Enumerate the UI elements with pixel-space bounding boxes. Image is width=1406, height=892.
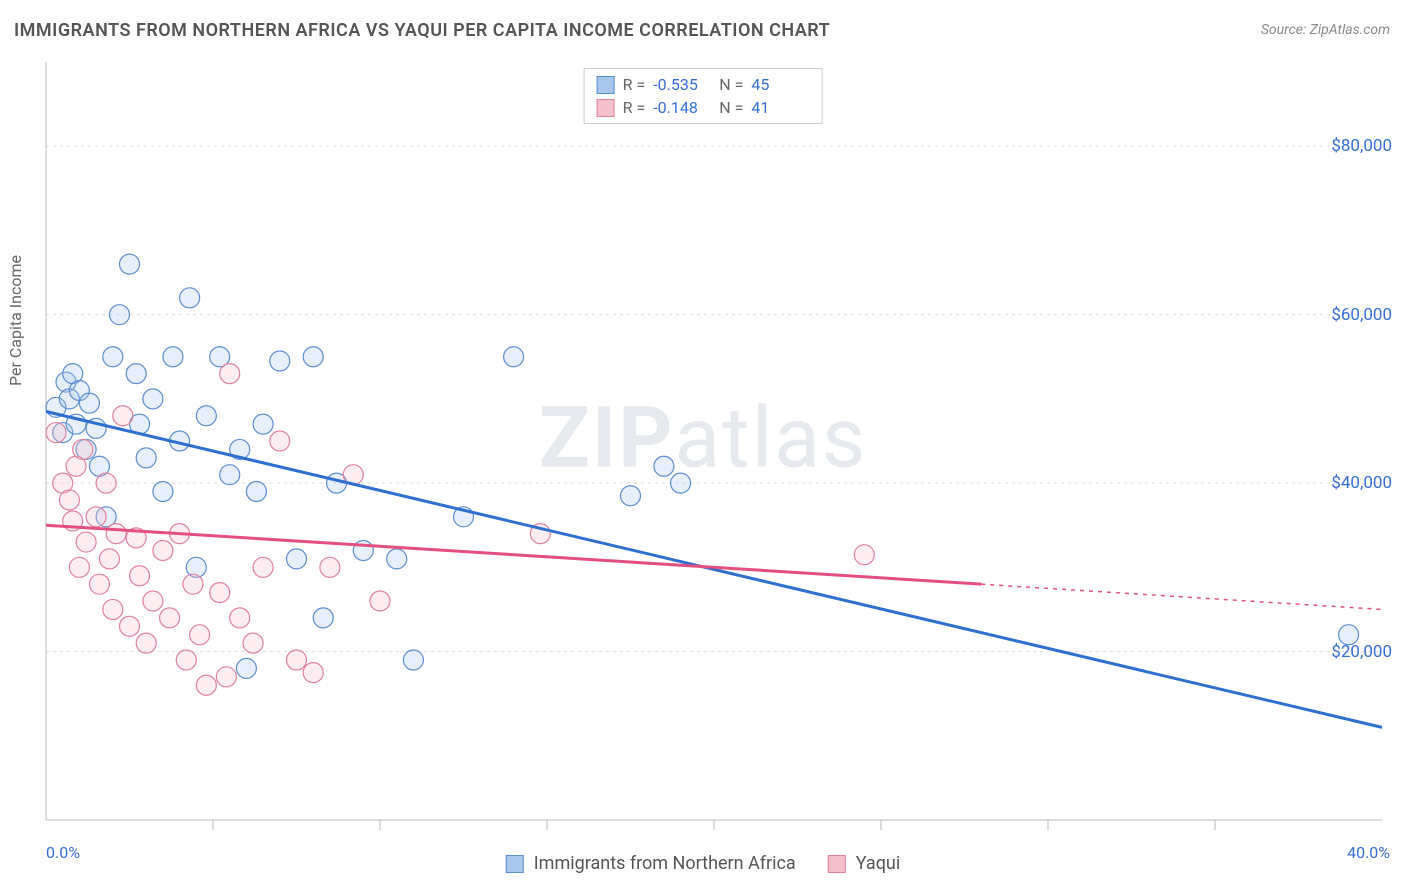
scatter-point: [216, 667, 236, 687]
y-tick-label: $20,000: [1331, 642, 1392, 662]
y-tick-label: $80,000: [1331, 136, 1392, 156]
scatter-point: [86, 507, 106, 527]
series-legend-item: Immigrants from Northern Africa: [506, 853, 796, 874]
scatter-point: [136, 448, 156, 468]
scatter-point: [253, 414, 273, 434]
scatter-point: [654, 456, 674, 476]
scatter-point: [370, 591, 390, 611]
scatter-point: [196, 406, 216, 426]
scatter-point: [320, 557, 340, 577]
scatter-point: [126, 364, 146, 384]
scatter-point: [106, 524, 126, 544]
scatter-point: [246, 482, 266, 502]
scatter-point: [59, 490, 79, 510]
r-value: -0.535: [653, 75, 711, 94]
scatter-point: [270, 431, 290, 451]
scatter-point: [303, 663, 323, 683]
scatter-point: [176, 650, 196, 670]
legend-swatch: [597, 76, 615, 94]
scatter-point: [671, 473, 691, 493]
scatter-point: [103, 599, 123, 619]
scatter-point: [130, 566, 150, 586]
scatter-point: [190, 625, 210, 645]
scatter-point: [73, 439, 93, 459]
legend-swatch: [828, 855, 846, 873]
scatter-point: [220, 465, 240, 485]
scatter-point: [210, 583, 230, 603]
n-value: 45: [751, 75, 809, 94]
scatter-point: [504, 347, 524, 367]
series-legend-item: Yaqui: [828, 853, 901, 874]
stats-legend: R = -0.535 N = 45 R = -0.148 N = 41: [584, 68, 823, 124]
series-legend: Immigrants from Northern Africa Yaqui: [506, 853, 900, 874]
scatter-point: [120, 616, 140, 636]
scatter-point: [236, 658, 256, 678]
scatter-point: [109, 305, 129, 325]
scatter-point: [143, 389, 163, 409]
scatter-point: [183, 574, 203, 594]
y-tick-label: $40,000: [1331, 473, 1392, 493]
n-value: 41: [751, 98, 809, 117]
scatter-point: [99, 549, 119, 569]
scatter-point: [270, 351, 290, 371]
scatter-point: [387, 549, 407, 569]
scatter-point: [120, 254, 140, 274]
scatter-point: [403, 650, 423, 670]
r-label: R =: [623, 98, 646, 117]
scatter-point: [287, 650, 307, 670]
scatter-point: [103, 347, 123, 367]
y-tick-label: $60,000: [1331, 305, 1392, 325]
scatter-point: [113, 406, 133, 426]
n-label: N =: [719, 75, 743, 94]
legend-swatch: [506, 855, 524, 873]
x-axis-max-label: 40.0%: [1347, 843, 1390, 862]
scatter-point: [79, 393, 99, 413]
scatter-point: [854, 545, 874, 565]
trend-line: [46, 412, 1382, 728]
scatter-point: [220, 364, 240, 384]
scatter-point: [196, 675, 216, 695]
scatter-point: [230, 608, 250, 628]
scatter-point: [160, 608, 180, 628]
scatter-point: [303, 347, 323, 367]
scatter-point: [89, 574, 109, 594]
scatter-point: [69, 557, 89, 577]
scatter-point: [153, 482, 173, 502]
trend-line-extrapolated: [981, 584, 1382, 609]
series-label: Immigrants from Northern Africa: [534, 853, 796, 874]
scatter-point: [136, 633, 156, 653]
scatter-point: [180, 288, 200, 308]
correlation-chart: [0, 0, 1406, 892]
scatter-point: [287, 549, 307, 569]
scatter-point: [253, 557, 273, 577]
trend-line: [46, 525, 981, 584]
scatter-point: [243, 633, 263, 653]
stats-legend-row: R = -0.535 N = 45: [597, 73, 810, 96]
x-axis-min-label: 0.0%: [46, 843, 80, 862]
scatter-point: [143, 591, 163, 611]
r-value: -0.148: [653, 98, 711, 117]
legend-swatch: [597, 99, 615, 117]
stats-legend-row: R = -0.148 N = 41: [597, 96, 810, 119]
scatter-point: [621, 486, 641, 506]
n-label: N =: [719, 98, 743, 117]
scatter-point: [313, 608, 333, 628]
scatter-point: [96, 473, 116, 493]
series-label: Yaqui: [856, 853, 901, 874]
scatter-point: [76, 532, 96, 552]
r-label: R =: [623, 75, 646, 94]
scatter-point: [163, 347, 183, 367]
scatter-point: [46, 423, 66, 443]
scatter-point: [153, 540, 173, 560]
